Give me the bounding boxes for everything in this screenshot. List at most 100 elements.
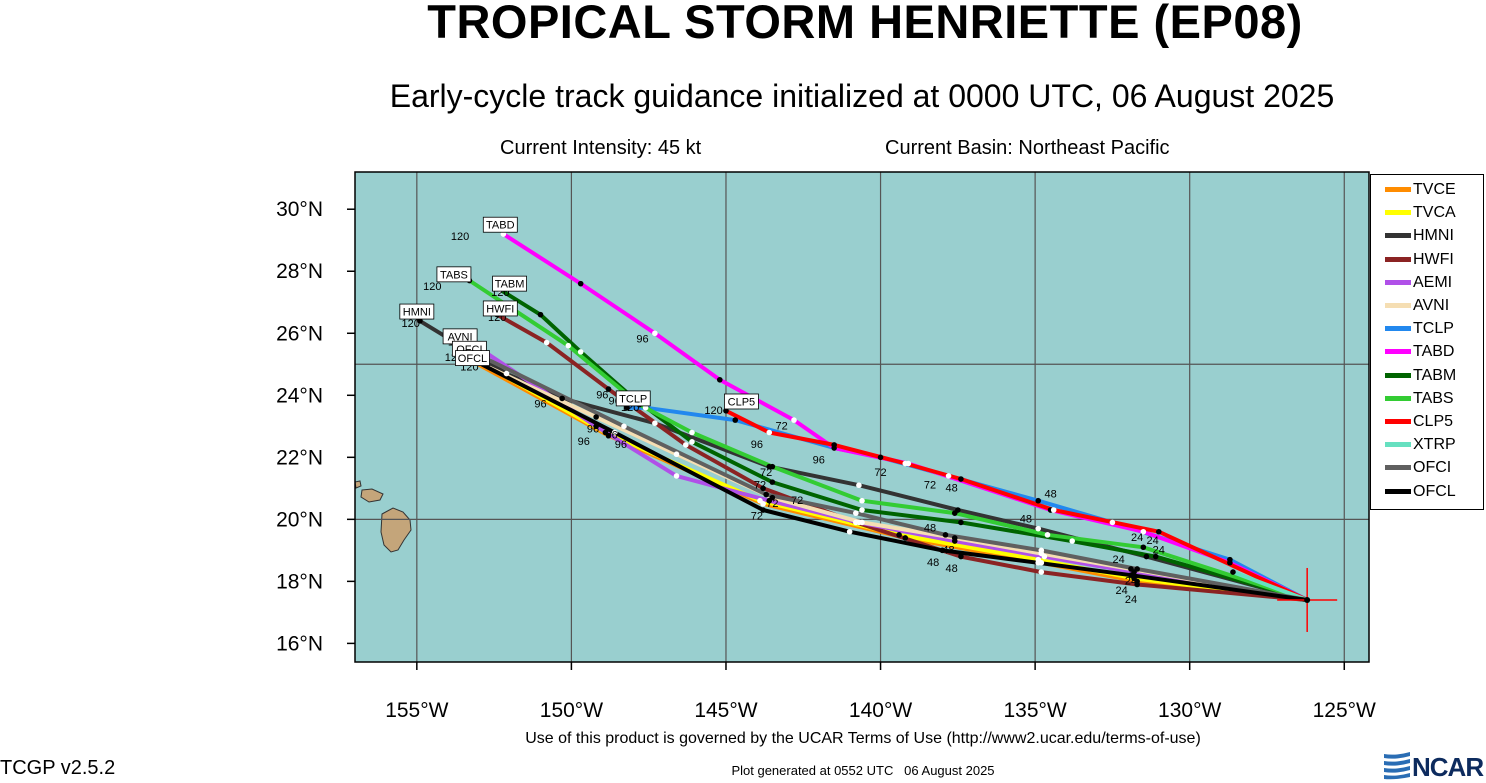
forecast-hour-label: 96 [751, 439, 763, 451]
legend-item-hwfi: HWFI [1385, 251, 1481, 269]
track-point-tabd [716, 376, 723, 383]
track-point-tabs [1140, 544, 1147, 551]
track-end-label-text: TABS [440, 269, 468, 281]
track-point-clp5 [902, 460, 909, 467]
y-tick-label: 24°N [276, 384, 323, 407]
forecast-hour-label: 72 [791, 495, 803, 507]
ncar-logo-icon [1384, 752, 1410, 780]
legend-label: AEMI [1413, 273, 1453, 291]
track-ofcl [473, 359, 1310, 602]
legend-label: OFCI [1413, 459, 1452, 477]
forecast-hour-label: 120 [451, 231, 469, 243]
track-point-ofci [1134, 566, 1140, 572]
track-point-tabd [500, 231, 507, 237]
forecast-hour-label: 72 [924, 479, 936, 491]
forecast-hour-label: 72 [754, 479, 766, 491]
track-end-label: TABD [482, 216, 518, 233]
forecast-hour-label: 120 [401, 318, 419, 330]
track-clp5 [724, 408, 1310, 602]
track-end-label-box [455, 350, 490, 366]
forecast-hour-label: 72 [775, 420, 787, 432]
track-end-label: HWFI [482, 300, 518, 317]
track-point-avni [673, 451, 680, 458]
track-point-tclp [1035, 497, 1042, 504]
legend-label: TCLP [1413, 320, 1454, 338]
track-ofci [476, 353, 1310, 602]
forecast-hour-label: 96 [578, 436, 590, 448]
legend-label: OFCL [1413, 482, 1456, 500]
plot-frame [354, 171, 1370, 663]
track-point-tabm [689, 439, 695, 445]
legend-item-xtrp: XTRP [1385, 436, 1481, 454]
track-point-avni [951, 535, 958, 541]
legend-item-hmni: HMNI [1385, 227, 1481, 245]
track-end-label-box [615, 390, 651, 407]
legend-item-tvca: TVCA [1385, 204, 1481, 222]
track-point-ofcl [1128, 572, 1134, 578]
generated-timestamp: Plot generated at 0552 UTC 06 August 202… [731, 763, 995, 778]
forecast-hour-label: 24 [1116, 585, 1128, 597]
legend-label: CLP5 [1413, 413, 1454, 430]
track-point-hmni [1143, 553, 1150, 560]
track-end-label-text: TABD [486, 220, 515, 232]
legend-label: TVCE [1413, 181, 1456, 198]
forecast-hour-label: 48 [942, 544, 954, 556]
track-end-label-text: OFCL [458, 353, 487, 365]
legend-item-tabs: TABS [1385, 390, 1481, 408]
storm-position-dot [1304, 596, 1311, 603]
y-tick-label: 28°N [276, 260, 323, 283]
terms-of-use-text: Use of this product is governed by the U… [525, 730, 1201, 747]
track-point-tabm [958, 519, 964, 526]
track-end-label-text: HWFI [486, 303, 514, 315]
track-end-label: OFCL [455, 350, 490, 366]
legend-swatch [1385, 279, 1411, 285]
track-point-ofci [942, 532, 949, 538]
track-point-hwfi [682, 442, 689, 448]
island-1 [360, 488, 384, 503]
track-xtrp [1231, 570, 1310, 602]
track-point-hmni [417, 318, 423, 324]
forecast-hour-label: 48 [1020, 513, 1032, 525]
track-point-tabs [859, 497, 865, 504]
track-point-tclp [1109, 519, 1116, 526]
track-point-tclp [642, 404, 649, 411]
current-basin-label: Current Basin: Northeast Pacific [885, 137, 1170, 159]
y-tick-label: 18°N [276, 570, 323, 593]
track-point-clp5 [1155, 528, 1162, 535]
track-end-label-text: HMNI [403, 307, 431, 319]
track-end-label: HMNI [399, 303, 435, 320]
track-point-tabm [769, 479, 776, 485]
track-point-ofci [621, 423, 627, 430]
ncar-logo: NCAR [1382, 750, 1486, 782]
track-end-label-text: AVNI [448, 331, 473, 343]
track-point-avni [859, 519, 865, 526]
track-end-label-text: TCLP [619, 393, 647, 405]
track-point-avni [593, 414, 599, 420]
forecast-hour-label: 72 [766, 498, 778, 510]
forecast-hour-label: 96 [534, 399, 546, 411]
legend-label: TVCA [1413, 204, 1456, 222]
track-end-label-text: TABM [495, 279, 525, 291]
legend-item-tvce: TVCE [1385, 181, 1481, 199]
track-point-aemi [673, 473, 680, 479]
forecast-hour-label: 96 [813, 455, 825, 467]
legend-swatch [1385, 372, 1411, 378]
track-point-hmni [856, 482, 862, 489]
y-tick-label: 16°N [276, 632, 323, 655]
track-point-clp5 [831, 442, 837, 448]
chart-subtitle: Early-cycle track guidance initialized a… [389, 78, 1335, 114]
track-end-label-box [482, 216, 518, 233]
current-intensity-label: Current Intensity: 45 kt [500, 137, 702, 159]
forecast-hour-label: 48 [1044, 489, 1056, 501]
legend-label: TABM [1413, 366, 1457, 384]
track-point-tabm [577, 349, 584, 355]
forecast-hour-label: 24 [1125, 575, 1137, 587]
legend-swatch [1385, 395, 1411, 401]
track-end-label-text: CLP5 [728, 396, 756, 408]
legend-swatch [1385, 442, 1411, 448]
track-point-tabs [1044, 532, 1051, 538]
forecast-hour-label: 24 [1153, 544, 1165, 556]
x-tick-label: 140°W [849, 699, 912, 722]
track-point-clp5 [723, 407, 729, 414]
track-end-label-box [399, 303, 435, 320]
